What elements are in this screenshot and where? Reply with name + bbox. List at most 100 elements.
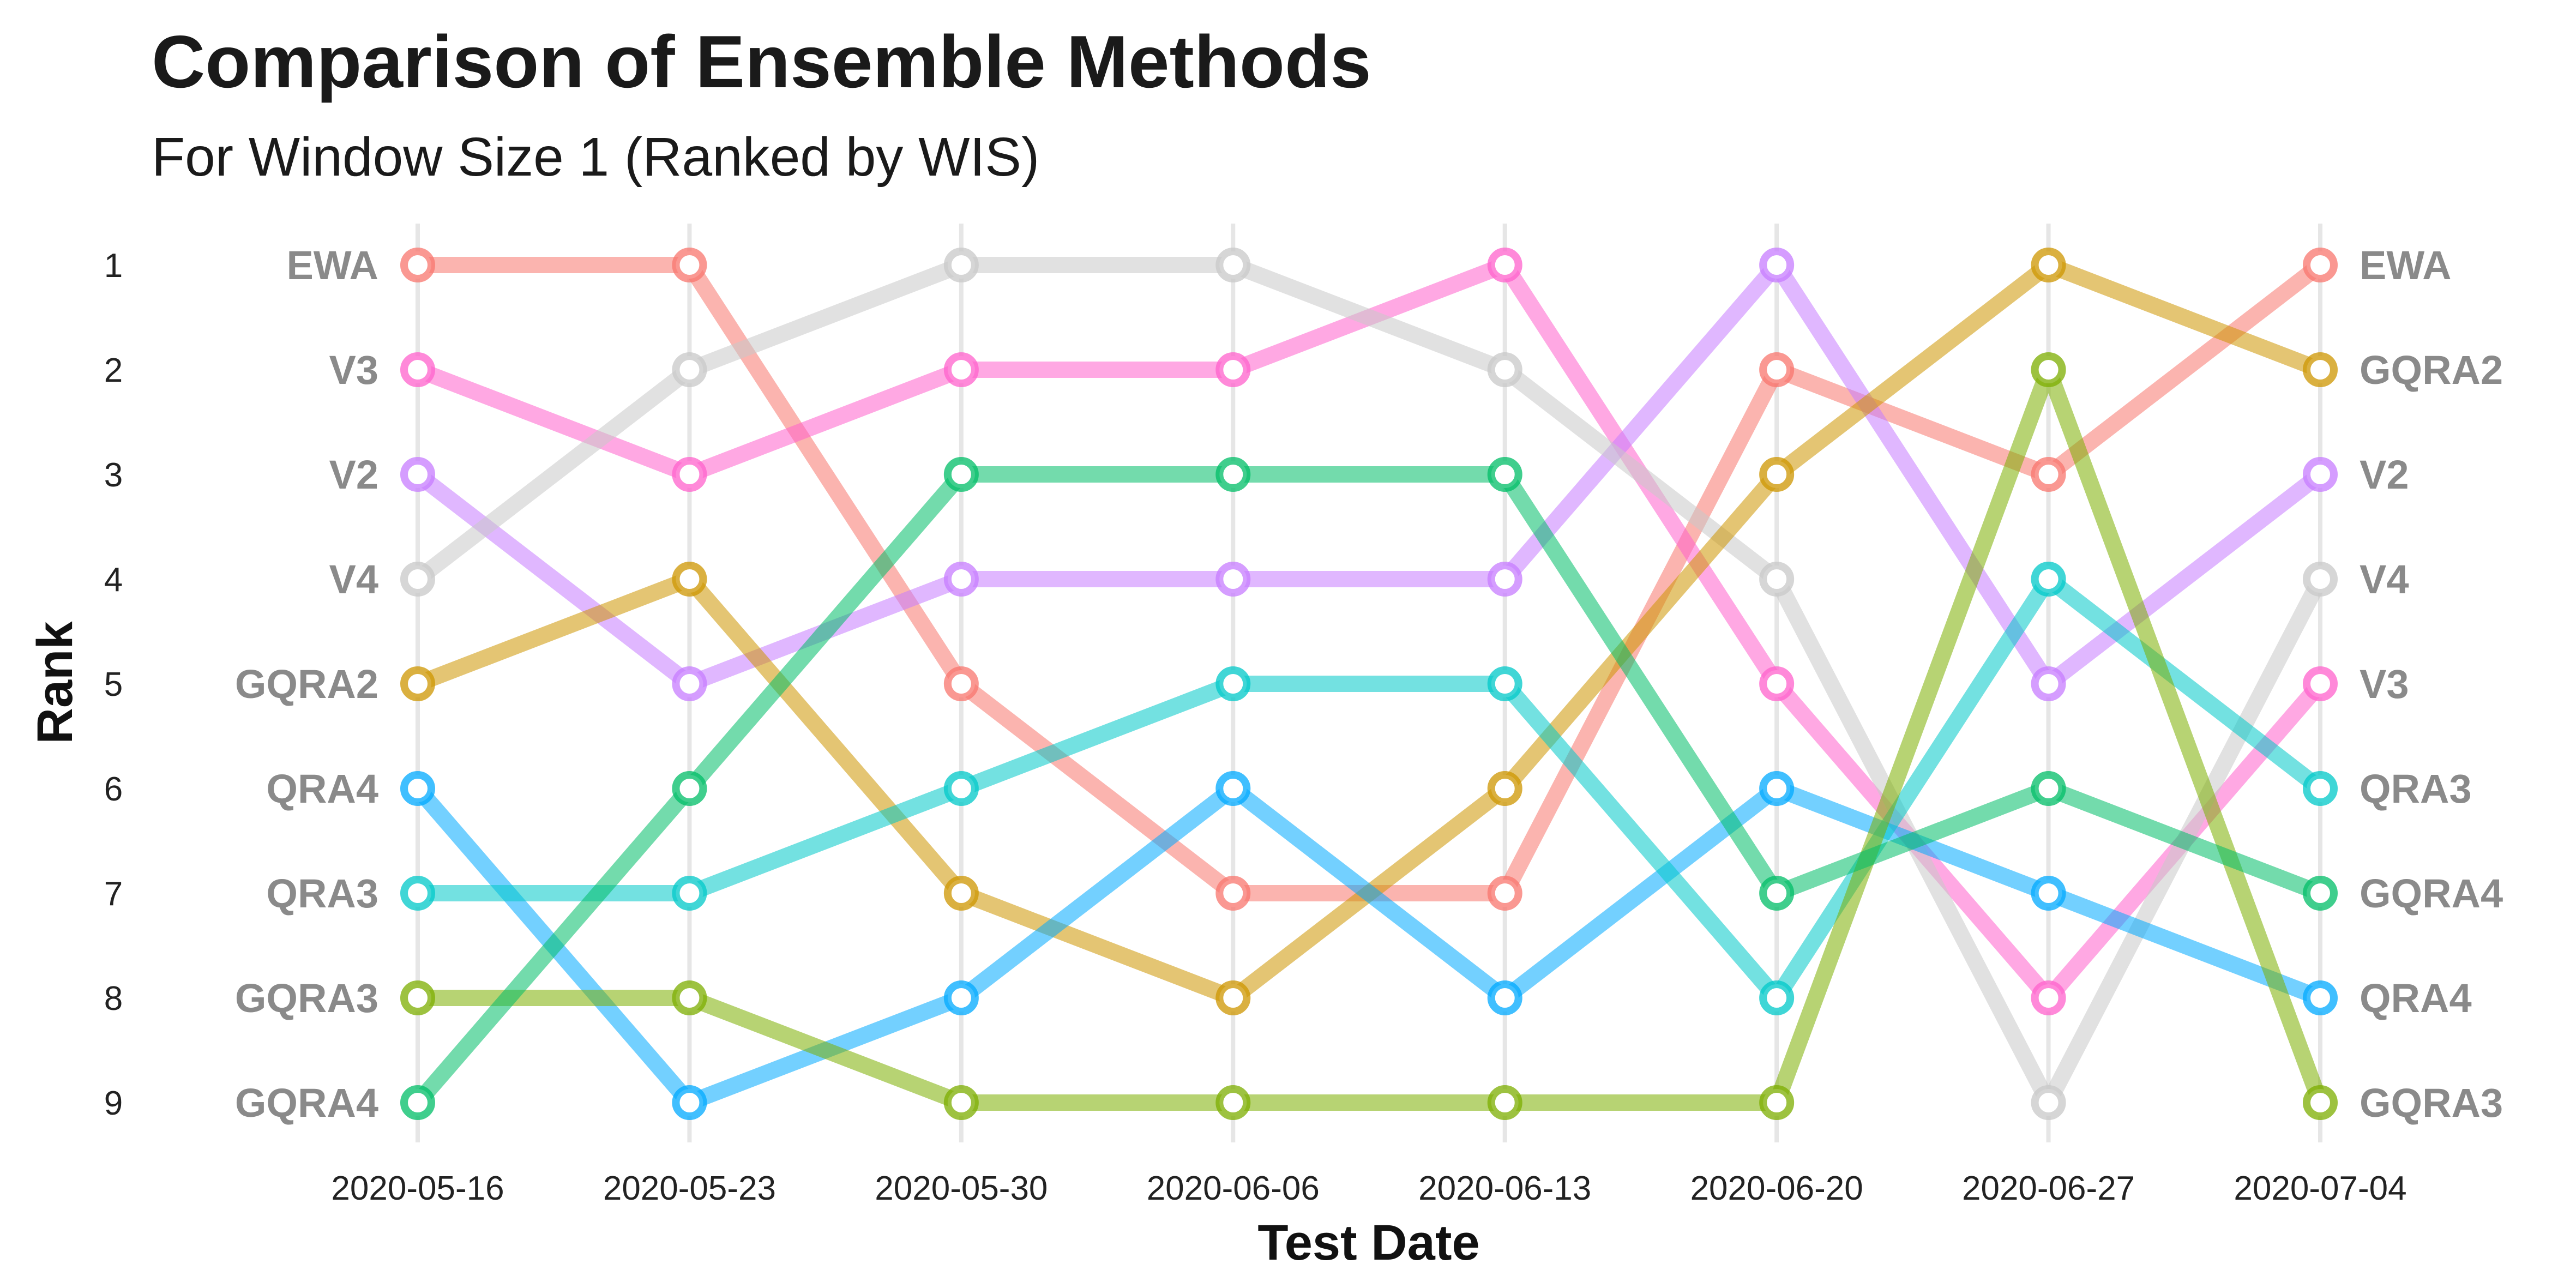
- data-point: [400, 562, 435, 597]
- data-point: [1487, 980, 1522, 1015]
- data-point: [400, 876, 435, 911]
- y-tick-label: 5: [104, 666, 123, 703]
- series-label-right: EWA: [2360, 243, 2452, 288]
- data-point: [2303, 980, 2338, 1015]
- x-tick-label: 2020-06-27: [1962, 1170, 2135, 1207]
- data-point: [943, 980, 979, 1015]
- x-tick-label: 2020-05-23: [603, 1170, 776, 1207]
- data-point: [943, 457, 979, 492]
- data-point: [2303, 248, 2338, 282]
- data-point: [672, 771, 707, 806]
- series-label-right: V2: [2360, 452, 2409, 497]
- data-point: [1759, 980, 1795, 1015]
- data-point: [400, 352, 435, 387]
- data-point: [2031, 457, 2066, 492]
- series-label-left: GQRA3: [235, 976, 378, 1021]
- data-point: [672, 666, 707, 701]
- data-point: [2303, 562, 2338, 597]
- data-point: [672, 980, 707, 1015]
- x-tick-label: 2020-06-20: [1690, 1170, 1863, 1207]
- data-point: [2303, 771, 2338, 806]
- x-tick-label: 2020-06-13: [1418, 1170, 1591, 1207]
- data-point: [2031, 1085, 2066, 1120]
- series-line: [410, 780, 2328, 1111]
- y-axis-ticks: 1 2 3 4 5 6 7 8 9: [104, 247, 123, 1122]
- data-point: [1487, 248, 1522, 282]
- series-line: [410, 571, 2328, 1006]
- x-tick-label: 2020-06-06: [1147, 1170, 1320, 1207]
- data-point: [2031, 248, 2066, 282]
- data-point: [400, 457, 435, 492]
- data-point: [1759, 1085, 1795, 1120]
- data-point: [1759, 457, 1795, 492]
- x-tick-label: 2020-05-16: [331, 1170, 504, 1207]
- data-point: [1215, 876, 1251, 911]
- data-point: [1487, 876, 1522, 911]
- y-tick-label: 9: [104, 1085, 123, 1122]
- series-label-right: QRA4: [2360, 976, 2472, 1021]
- series-label-left: GQRA2: [235, 661, 378, 707]
- y-tick-label: 1: [104, 247, 123, 285]
- series-label-left: EWA: [286, 243, 378, 288]
- data-point: [400, 248, 435, 282]
- data-point: [2031, 876, 2066, 911]
- series-label-left: GQRA4: [235, 1080, 378, 1126]
- data-point: [672, 457, 707, 492]
- series-label-right: GQRA4: [2360, 871, 2503, 916]
- y-tick-label: 7: [104, 875, 123, 913]
- data-point: [1487, 771, 1522, 806]
- data-point: [1759, 562, 1795, 597]
- series-line: [410, 257, 2328, 1111]
- data-point: [2303, 457, 2338, 492]
- data-point: [400, 1085, 435, 1120]
- series-labels: EWA EWA V3 V3 V2 V2 V4 V4 GQRA2 GQRA2 QRA4 QRA4 QRA3…: [235, 243, 2503, 1126]
- data-point: [672, 352, 707, 387]
- data-point: [2303, 1085, 2338, 1120]
- series-label-left: QRA4: [266, 766, 378, 811]
- data-point: [672, 876, 707, 911]
- series-label-right: GQRA3: [2360, 1080, 2503, 1126]
- data-point: [2031, 562, 2066, 597]
- x-axis-ticks: 2020-05-16 2020-05-23 2020-05-30 2020-06-06…: [331, 1170, 2406, 1207]
- series-label-left: QRA3: [266, 871, 378, 916]
- data-point: [943, 248, 979, 282]
- series-label-left: V4: [329, 557, 378, 602]
- series-label-right: V4: [2360, 557, 2409, 602]
- data-point: [400, 771, 435, 806]
- data-point: [1759, 876, 1795, 911]
- data-point: [1759, 771, 1795, 806]
- data-point: [1215, 248, 1251, 282]
- data-point: [1215, 562, 1251, 597]
- data-point: [943, 562, 979, 597]
- chart-title: Comparison of Ensemble Methods: [152, 20, 1371, 103]
- data-point: [1215, 457, 1251, 492]
- y-tick-label: 3: [104, 456, 123, 494]
- data-point: [1487, 562, 1522, 597]
- data-point: [400, 666, 435, 701]
- x-tick-label: 2020-07-04: [2234, 1170, 2406, 1207]
- data-point: [1487, 352, 1522, 387]
- data-point: [672, 562, 707, 597]
- series-lines: [410, 257, 2328, 1111]
- series-points: [400, 248, 2338, 1120]
- series-label-right: QRA3: [2360, 766, 2472, 811]
- data-point: [1215, 666, 1251, 701]
- data-point: [943, 1085, 979, 1120]
- data-point: [1759, 248, 1795, 282]
- data-point: [672, 1085, 707, 1120]
- data-point: [1487, 666, 1522, 701]
- y-axis-title: Rank: [27, 621, 83, 744]
- y-tick-label: 6: [104, 771, 123, 808]
- data-point: [1215, 1085, 1251, 1120]
- x-tick-label: 2020-05-30: [875, 1170, 1048, 1207]
- series-line: [410, 362, 2328, 1111]
- series-label-right: GQRA2: [2360, 347, 2503, 393]
- data-point: [2031, 352, 2066, 387]
- data-point: [1215, 980, 1251, 1015]
- data-point: [1215, 771, 1251, 806]
- y-tick-label: 4: [104, 561, 123, 599]
- data-point: [1487, 457, 1522, 492]
- chart-subtitle: For Window Size 1 (Ranked by WIS): [152, 127, 1039, 188]
- series-label-left: V2: [329, 452, 378, 497]
